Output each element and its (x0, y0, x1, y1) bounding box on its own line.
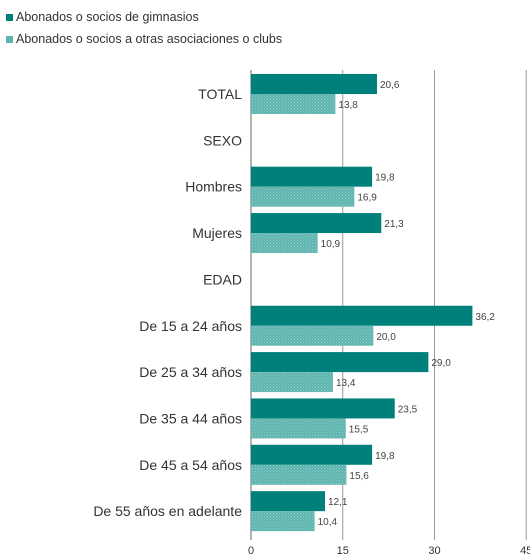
legend-swatch-series-1 (6, 13, 13, 21)
data-label-series-1: 23,5 (398, 404, 418, 415)
data-label-series-2: 10,4 (318, 517, 338, 528)
bar-series-2 (251, 418, 346, 439)
bar-series-2 (251, 372, 333, 393)
labels: 0 15 30 45 TOTAL 20,6 13,8 SEXO Hombres 19,8 16,9 M… (93, 80, 530, 556)
category-label: TOTAL (198, 86, 242, 102)
bar-series-2 (251, 186, 355, 207)
category-label: SEXO (203, 132, 242, 148)
x-tick-label-30: 30 (428, 545, 440, 556)
x-tick-label-45: 45 (520, 545, 530, 556)
legend: Abonados o socios de gimnasios Abonados … (6, 6, 282, 50)
data-label-series-2: 15,6 (349, 471, 369, 482)
bar-series-1 (251, 213, 382, 234)
data-label-series-1: 12,1 (328, 497, 348, 508)
bar-series-2 (251, 94, 336, 114)
x-tick-label-15: 15 (337, 545, 349, 556)
legend-label-series-2: Abonados o socios a otras asociaciones o… (16, 32, 283, 46)
legend-item-series-2: Abonados o socios a otras asociaciones o… (6, 28, 282, 50)
data-label-series-2: 15,5 (349, 424, 369, 435)
data-label-series-2: 16,9 (357, 193, 377, 204)
bar-series-2 (251, 511, 315, 532)
data-label-series-2: 13,4 (336, 378, 356, 389)
bar-series-1 (251, 491, 326, 512)
data-label-series-1: 36,2 (475, 312, 495, 323)
data-label-series-1: 29,0 (431, 358, 451, 369)
bar-series-2 (251, 325, 374, 346)
data-label-series-1: 19,8 (375, 451, 395, 462)
category-label: De 25 a 34 años (139, 364, 242, 380)
category-label: Mujeres (192, 225, 242, 241)
bars (251, 74, 473, 532)
bar-series-1 (251, 74, 377, 94)
bar-series-1 (251, 352, 429, 373)
category-label: De 55 años en adelante (93, 503, 242, 519)
category-label: EDAD (203, 271, 242, 287)
category-label: De 45 a 54 años (139, 457, 242, 473)
category-label: Hombres (185, 179, 242, 195)
bar-series-1 (251, 444, 373, 465)
data-label-series-1: 19,8 (375, 173, 395, 184)
legend-item-series-1: Abonados o socios de gimnasios (6, 6, 282, 28)
data-label-series-2: 20,0 (376, 332, 396, 343)
data-label-series-2: 10,9 (321, 239, 341, 250)
data-label-series-1: 20,6 (380, 80, 400, 91)
x-tick-label-0: 0 (248, 545, 254, 556)
category-label: De 15 a 24 años (139, 318, 242, 334)
legend-label-series-1: Abonados o socios de gimnasios (16, 10, 199, 24)
legend-swatch-series-2 (6, 35, 13, 43)
bar-series-2 (251, 233, 318, 254)
bar-series-1 (251, 166, 373, 187)
category-label: De 35 a 44 años (139, 410, 242, 426)
data-label-series-2: 13,8 (338, 100, 358, 111)
bar-series-1 (251, 305, 473, 326)
bar-series-2 (251, 464, 347, 485)
bar-series-1 (251, 398, 395, 419)
data-label-series-1: 21,3 (384, 219, 404, 230)
